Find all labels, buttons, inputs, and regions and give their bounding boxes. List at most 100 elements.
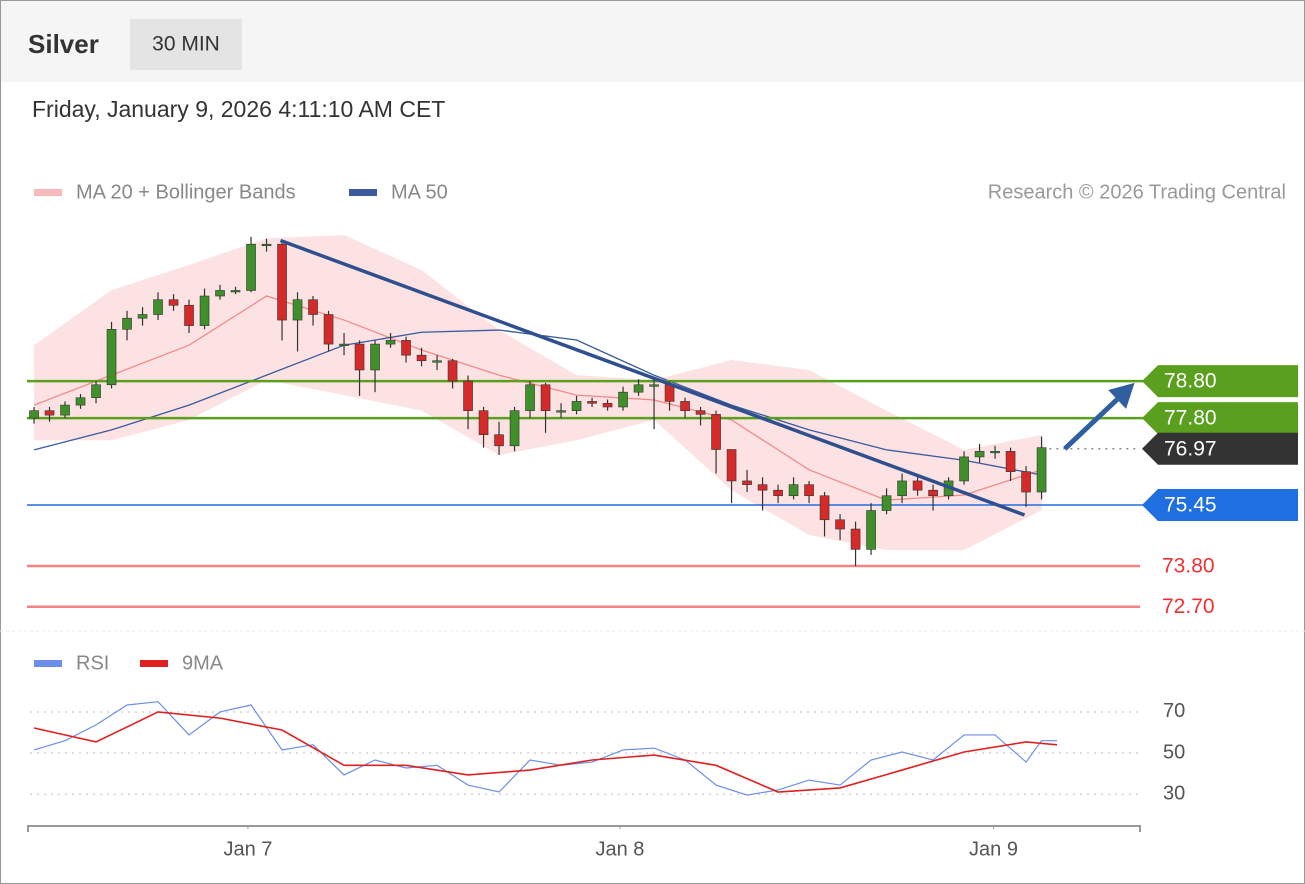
- forecast-arrow-head: [1108, 382, 1135, 409]
- rsi-line: [33, 701, 1058, 796]
- candle-body: [912, 480, 923, 491]
- legend-label: MA 50: [391, 181, 448, 203]
- x-axis: [27, 825, 1141, 832]
- candle-body: [277, 243, 287, 321]
- candle-body: [819, 495, 830, 521]
- candle-body: [199, 295, 210, 326]
- candle-body: [339, 343, 349, 346]
- candle-body: [556, 410, 566, 413]
- legend-label: MA 20 + Bollinger Bands: [76, 181, 296, 203]
- level-flag: [1142, 488, 1298, 521]
- legend-label: RSI: [76, 652, 109, 674]
- candle-body: [959, 456, 969, 482]
- candle-body: [401, 340, 411, 356]
- candle-body: [897, 480, 907, 497]
- candle-body: [618, 391, 628, 408]
- level-flag: [1142, 365, 1298, 398]
- candle-body: [881, 495, 892, 511]
- candle-body: [804, 484, 814, 497]
- candle-body: [261, 243, 272, 247]
- legend-swatch: [34, 189, 62, 196]
- level-label: 72.70: [1162, 595, 1215, 618]
- candle-body: [757, 484, 768, 491]
- candle-body: [494, 434, 504, 447]
- candle-body: [525, 384, 535, 411]
- candle-body: [184, 304, 194, 326]
- candle-body: [385, 340, 396, 345]
- y-tick-label: 30: [1163, 782, 1185, 804]
- candle-body: [680, 401, 690, 411]
- candle-body: [788, 484, 799, 497]
- candle-body: [695, 410, 706, 415]
- x-tick-label: Jan 8: [595, 838, 644, 860]
- datetime: Friday, January 9, 2026 4:11:10 AM CET: [32, 96, 445, 122]
- candle-body: [323, 314, 334, 345]
- candle-body: [1036, 447, 1047, 493]
- candle-body: [649, 384, 659, 387]
- candle-body: [742, 480, 752, 485]
- y-tick-label: 70: [1163, 700, 1185, 722]
- candle-body: [106, 329, 117, 386]
- x-tick-label: Jan 9: [969, 838, 1018, 860]
- candle-body: [974, 451, 985, 458]
- candle-body: [633, 384, 644, 393]
- candle-body: [664, 384, 675, 402]
- x-tick-label: Jan 7: [223, 838, 272, 860]
- candle-body: [835, 519, 845, 530]
- candle-body: [370, 343, 380, 371]
- candle-body: [463, 380, 473, 411]
- candle-body: [990, 451, 1000, 454]
- level-flag: [1142, 432, 1298, 465]
- level-label: 75.45: [1164, 494, 1217, 517]
- candle-body: [292, 299, 303, 321]
- level-label: 76.97: [1164, 437, 1217, 460]
- candle-body: [246, 243, 256, 291]
- candle-body: [1005, 451, 1016, 472]
- y-tick-label: 50: [1163, 741, 1185, 763]
- candle-body: [1021, 471, 1031, 493]
- candle-body: [168, 299, 179, 306]
- candle-body: [928, 489, 938, 497]
- candle-body: [587, 401, 597, 404]
- rsi-line: [33, 711, 1058, 793]
- candle-body: [230, 290, 241, 293]
- candle-body: [850, 528, 861, 550]
- candle-body: [44, 410, 55, 416]
- source: Research © 2026 Trading Central: [988, 181, 1286, 203]
- candle-body: [478, 410, 489, 436]
- candle-body: [122, 317, 132, 330]
- legend-label: 9MA: [182, 652, 224, 674]
- timeframe-badge[interactable]: [130, 19, 242, 70]
- candle-body: [137, 314, 148, 319]
- candle-body: [571, 401, 582, 411]
- legend-swatch: [349, 189, 377, 196]
- forecast-arrow: [1063, 397, 1119, 451]
- candle-body: [711, 414, 721, 450]
- candle-body: [540, 384, 551, 411]
- candle-body: [432, 360, 442, 363]
- timeframe: 30 MIN: [152, 33, 220, 56]
- legend-swatch: [140, 660, 168, 667]
- candle-body: [773, 489, 783, 497]
- candle-body: [29, 410, 39, 419]
- level-flag: [1142, 402, 1298, 435]
- candle-body: [354, 343, 365, 371]
- candle-body: [447, 360, 458, 382]
- candle-body: [153, 299, 163, 315]
- candle-body: [509, 410, 520, 447]
- candle-body: [726, 449, 737, 482]
- candle-body: [215, 290, 225, 297]
- title: Silver: [28, 29, 99, 59]
- candle-body: [416, 354, 427, 362]
- ma-line: [33, 295, 1042, 501]
- level-label: 78.80: [1164, 370, 1217, 393]
- candle-body: [308, 299, 318, 315]
- candle-body: [91, 384, 101, 399]
- candle-body: [60, 404, 70, 416]
- candle-body: [75, 397, 86, 406]
- level-label: 73.80: [1162, 555, 1215, 578]
- level-label: 77.80: [1164, 407, 1217, 430]
- candle-body: [866, 510, 876, 550]
